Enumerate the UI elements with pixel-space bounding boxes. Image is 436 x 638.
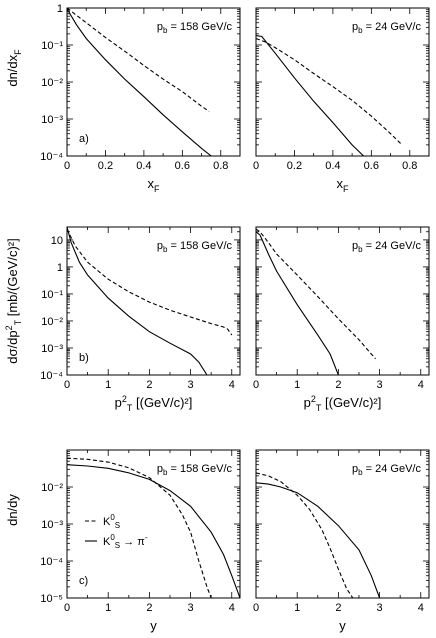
x-tick-label: 3 bbox=[377, 602, 383, 614]
legend-label: K0S → π- bbox=[103, 533, 148, 550]
y-axis-label-row-3: dn/dy bbox=[5, 494, 20, 526]
series-dashed bbox=[67, 228, 233, 336]
panel-letter: b) bbox=[79, 352, 89, 364]
beam-momentum-label: pb = 158 GeV/c bbox=[157, 21, 233, 35]
panel-letter: c) bbox=[79, 575, 88, 587]
x-tick-label: 4 bbox=[418, 602, 424, 614]
x-axis-label: p2T [(GeV/c)²] bbox=[115, 394, 193, 413]
legend: K0S K0S → π- bbox=[85, 513, 148, 550]
beam-momentum-label: pb = 24 GeV/c bbox=[352, 21, 421, 35]
x-tick-label: 0.4 bbox=[136, 160, 151, 172]
panel-pt2-158: 0 1 2 3 4 10⁻⁴ 10⁻³ 10⁻² 10⁻¹ 1 10 pb = 158 GeV/c b)… bbox=[40, 226, 241, 413]
legend-label: K0S bbox=[103, 513, 120, 530]
panel-xf-24: 0 0.2 0.4 0.6 0.8 pb = 24 GeV/c xF bbox=[253, 7, 430, 194]
x-tick-label: 1 bbox=[105, 379, 111, 391]
x-axis-label: xF bbox=[337, 176, 350, 194]
y-tick-label: 10⁻³ bbox=[41, 343, 63, 355]
x-tick-label: 0 bbox=[64, 602, 70, 614]
x-axis-label: p2T [(GeV/c)²] bbox=[304, 394, 382, 413]
x-tick-label: 4 bbox=[229, 602, 235, 614]
series-solid bbox=[256, 482, 381, 598]
x-tick-label: 1 bbox=[294, 602, 300, 614]
y-tick-label: 10⁻¹ bbox=[41, 40, 63, 52]
y-tick-label: 1 bbox=[57, 3, 63, 15]
x-tick-label: 3 bbox=[377, 379, 383, 391]
beam-momentum-label: pb = 24 GeV/c bbox=[352, 463, 421, 477]
series-dashed bbox=[67, 457, 212, 598]
panel-frame bbox=[255, 226, 430, 376]
x-tick-label: 4 bbox=[229, 379, 235, 391]
x-tick-label: 4 bbox=[418, 379, 424, 391]
y-tick-label: 10⁻⁵ bbox=[40, 593, 63, 605]
panel-xf-158: 0 0.2 0.4 0.6 0.8 10⁻⁴ 10⁻³ 10⁻² 10⁻¹ 1 pb = 158 G… bbox=[40, 3, 241, 194]
y-axis-label-row-2: dσ/dp2T [mb/(GeV/c)²] bbox=[4, 238, 23, 363]
x-tick-label: 3 bbox=[188, 602, 194, 614]
x-tick-label: 0 bbox=[64, 160, 70, 172]
x-tick-label: 0 bbox=[253, 379, 259, 391]
x-tick-label: 1 bbox=[294, 379, 300, 391]
panel-pt2-24: 0 1 2 3 4 pb = 24 GeV/c p2T [(GeV/c)²] bbox=[253, 226, 430, 413]
x-tick-label: 2 bbox=[146, 602, 152, 614]
y-tick-label: 10⁻⁴ bbox=[40, 151, 63, 163]
series-solid bbox=[256, 231, 339, 375]
y-axis-label-row-1: dn/dxF bbox=[5, 49, 23, 87]
y-tick-label: 10⁻¹ bbox=[41, 289, 63, 301]
x-tick-label: 0.8 bbox=[402, 160, 417, 172]
x-tick-label: 0.8 bbox=[213, 160, 228, 172]
y-tick-label: 10⁻⁴ bbox=[40, 370, 63, 382]
x-tick-label: 0.4 bbox=[325, 160, 340, 172]
x-tick-label: 0.2 bbox=[287, 160, 302, 172]
x-tick-label: 0 bbox=[253, 160, 259, 172]
series-solid bbox=[256, 35, 364, 156]
x-tick-label: 2 bbox=[335, 379, 341, 391]
y-tick-label: 1 bbox=[57, 262, 63, 274]
x-tick-label: 0.2 bbox=[98, 160, 113, 172]
x-axis-label: xF bbox=[148, 176, 161, 194]
x-tick-label: 1 bbox=[105, 602, 111, 614]
x-tick-label: 0 bbox=[64, 379, 70, 391]
y-tick-label: 10⁻³ bbox=[41, 114, 63, 126]
panel-y-158: 0 1 2 3 4 10⁻⁵ 10⁻⁴ 10⁻³ 10⁻² pb = 158 GeV/c c) y K0… bbox=[40, 449, 241, 633]
series-solid bbox=[67, 464, 240, 598]
x-tick-label: 2 bbox=[335, 602, 341, 614]
y-tick-label: 10 bbox=[51, 235, 63, 247]
beam-momentum-label: pb = 24 GeV/c bbox=[352, 240, 421, 254]
y-tick-label: 10⁻³ bbox=[41, 519, 63, 531]
x-tick-label: 0.6 bbox=[175, 160, 190, 172]
series-solid bbox=[67, 8, 212, 156]
x-tick-label: 0 bbox=[253, 602, 259, 614]
beam-momentum-label: pb = 158 GeV/c bbox=[157, 240, 233, 254]
y-tick-label: 10⁻² bbox=[41, 316, 63, 328]
series-dashed bbox=[256, 37, 403, 146]
y-tick-label: 10⁻² bbox=[41, 77, 63, 89]
panel-letter: a) bbox=[79, 133, 89, 145]
series-solid bbox=[67, 227, 208, 375]
y-tick-label: 10⁻⁴ bbox=[40, 556, 63, 568]
beam-momentum-label: pb = 158 GeV/c bbox=[157, 463, 233, 477]
x-tick-label: 0.6 bbox=[364, 160, 379, 172]
series-dashed bbox=[256, 472, 354, 598]
panel-y-24: 0 1 2 3 4 pb = 24 GeV/c y bbox=[253, 449, 430, 633]
x-axis-label: y bbox=[150, 618, 157, 633]
x-axis-label: y bbox=[339, 618, 346, 633]
series-dashed bbox=[67, 8, 210, 112]
x-tick-label: 2 bbox=[146, 379, 152, 391]
panel-frame bbox=[66, 226, 241, 376]
x-tick-label: 3 bbox=[188, 379, 194, 391]
y-tick-label: 10⁻² bbox=[41, 482, 63, 494]
